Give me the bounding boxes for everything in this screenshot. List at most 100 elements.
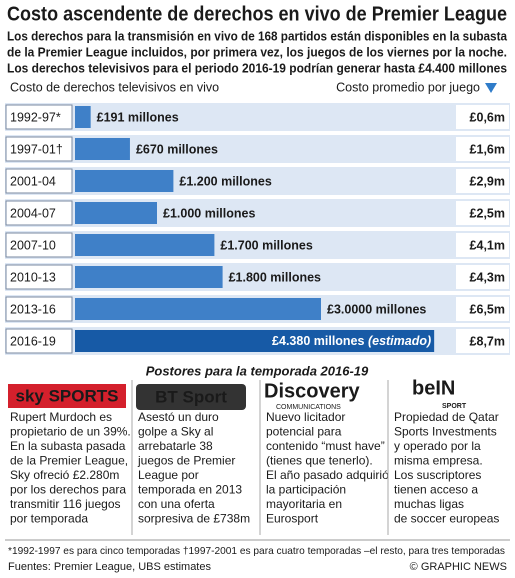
bidder-text: propietario de un 39%. xyxy=(10,425,131,439)
value-label: £1.200 millones xyxy=(179,174,271,188)
per-game-box xyxy=(456,105,509,129)
value-label: £3.0000 millones xyxy=(327,302,426,316)
value-label: £670 millones xyxy=(136,142,218,156)
bidder-text: transmitir 116 juegos xyxy=(10,497,121,511)
bidder-text: Sky ofreció £2.280m xyxy=(10,468,119,482)
bidder-text: la participación xyxy=(266,483,346,497)
per-game-box xyxy=(456,329,509,353)
bidder-text: temporada en 2013 xyxy=(138,483,242,497)
estimate-note: (estimado) xyxy=(368,334,431,348)
category-box xyxy=(5,232,73,258)
value-label: £1.000 millones xyxy=(163,206,255,220)
category-label: 2013-16 xyxy=(10,302,56,316)
category-label: 2004-07 xyxy=(10,206,56,220)
value-label-text: £4.380 millones xyxy=(272,334,364,348)
logo-box xyxy=(136,384,246,410)
per-game-box xyxy=(456,137,509,161)
bidders-title: Postores para la temporada 2016-19 xyxy=(146,363,369,378)
bidder-text: por temporada xyxy=(10,512,88,526)
bidder-text: de soccer europeas xyxy=(394,512,499,526)
value-label: £1.800 millones xyxy=(229,270,321,284)
subtitle: Los derechos para la transmisión en vivo… xyxy=(7,28,508,43)
arrow-icon xyxy=(485,83,497,93)
logo-sub: COMMUNICATIONS xyxy=(276,404,341,411)
bidder-text: por los derechos para xyxy=(10,483,126,497)
per-game-value: £2,5m xyxy=(470,206,505,220)
logo-sub: SPORT xyxy=(442,403,467,410)
bidder-text: Propiedad de Qatar xyxy=(394,410,499,424)
per-game-value: £4,3m xyxy=(470,270,505,284)
category-label: 1997-01† xyxy=(10,142,63,156)
category-label: 2010-13 xyxy=(10,270,56,284)
subtitle: Los derechos televisivos para el periodo… xyxy=(7,60,507,75)
category-box xyxy=(5,200,73,226)
category-box xyxy=(5,296,73,322)
logo-box xyxy=(8,384,126,408)
bar xyxy=(75,106,91,128)
logo: BT Sport xyxy=(155,387,227,406)
bidder-text: golpe a Sky al xyxy=(138,425,213,439)
logo: beIN xyxy=(412,377,455,399)
bar xyxy=(75,138,130,160)
bar xyxy=(75,170,174,192)
per-game-box xyxy=(456,233,509,257)
source: Fuentes: Premier League, UBS estimates xyxy=(8,561,211,573)
per-game-label: Costo promedio por juego xyxy=(336,80,480,94)
bidder-text: Rupert Murdoch es xyxy=(10,410,112,424)
credit: © GRAPHIC NEWS xyxy=(410,561,507,573)
category-box xyxy=(5,168,73,194)
bidder-text: Nuevo licitador xyxy=(266,410,345,424)
per-game-value: £8,7m xyxy=(470,334,505,348)
per-game-box xyxy=(456,201,509,225)
bidder-text: League por xyxy=(138,468,199,482)
bidder-text: y operado por la xyxy=(394,439,481,453)
subtitle: de la Premier League incluidos, por prim… xyxy=(7,44,507,59)
bidder-text: Eurosport xyxy=(266,512,319,526)
bar xyxy=(75,330,435,352)
bidder-text: juegos de Premier xyxy=(137,454,235,468)
bidder-text: En la subasta pasada xyxy=(10,439,126,453)
bar xyxy=(75,234,215,256)
bar xyxy=(75,202,157,224)
per-game-value: £4,1m xyxy=(470,238,505,252)
per-game-value: £2,9m xyxy=(470,174,505,188)
bidder-text: El año pasado adquirió xyxy=(266,468,389,482)
bidder-text: (tienes que tenerlo). xyxy=(266,454,373,468)
bidder-text: contenido “must have” xyxy=(266,439,385,453)
category-box xyxy=(5,136,73,162)
per-game-value: £1,6m xyxy=(470,142,505,156)
per-game-value: £0,6m xyxy=(470,110,505,124)
bar xyxy=(75,298,321,320)
category-label: 2016-19 xyxy=(10,334,56,348)
bidder-text: con una oferta xyxy=(138,497,215,511)
logo: Discovery xyxy=(264,380,360,402)
bidder-text: Asestó un duro xyxy=(138,410,219,424)
axis-label: Costo de derechos televisivos en vivo xyxy=(10,80,219,94)
bidder-text: tienen acceso a xyxy=(394,483,478,497)
footnote: *1992-1997 es para cinco temporadas †199… xyxy=(8,545,505,557)
category-label: 2001-04 xyxy=(10,174,56,188)
bar xyxy=(75,266,223,288)
bidder-text: mayoritaria en xyxy=(266,497,342,511)
category-label: 1992-97* xyxy=(10,110,61,124)
bidder-text: potencial para xyxy=(266,425,342,439)
bidder-text: Los suscriptores xyxy=(394,468,481,482)
per-game-box xyxy=(456,297,509,321)
category-box xyxy=(5,328,73,354)
category-box xyxy=(5,264,73,290)
value-label: £1.700 millones xyxy=(220,238,312,252)
per-game-box xyxy=(456,169,509,193)
bidder-text: de la Premier League, xyxy=(10,454,128,468)
category-box xyxy=(5,104,73,130)
per-game-value: £6,5m xyxy=(470,302,505,316)
value-label: £191 millones xyxy=(97,110,179,124)
chart-title: Costo ascendente de derechos en vivo de … xyxy=(7,3,507,25)
value-label: £4.380 millones (estimado) xyxy=(272,334,431,348)
bidder-text: arrebatarle 38 xyxy=(138,439,213,453)
bidder-text: misma empresa. xyxy=(394,454,483,468)
bidder-text: muchas ligas xyxy=(394,497,464,511)
category-label: 2007-10 xyxy=(10,238,56,252)
logo: sky SPORTS xyxy=(16,386,119,405)
per-game-box xyxy=(456,265,509,289)
